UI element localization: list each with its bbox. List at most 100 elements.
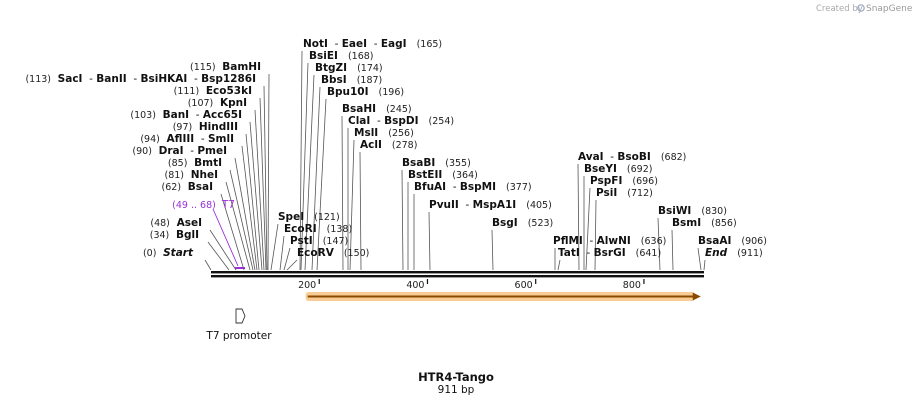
name-sep: -	[187, 73, 201, 85]
pos-gap	[347, 74, 357, 86]
enzyme-bspdi: BspDI	[384, 115, 418, 127]
lead-nhei	[225, 181, 251, 271]
t7-name: T7	[221, 199, 235, 211]
site-label-acli: AclI (278)	[360, 139, 417, 151]
name-sep: -	[370, 115, 384, 127]
enzyme-pspfi: PspFI	[590, 175, 622, 187]
enzyme-psii: PsiI	[596, 187, 617, 199]
lead-bamhi	[267, 73, 270, 271]
site-label-bbsi: BbsI (187)	[321, 74, 382, 86]
lead-btgzi	[304, 74, 315, 271]
enzyme-drai: DraI	[159, 145, 184, 157]
site-label-bgli: (34) BglI	[150, 229, 199, 241]
site-label-start: (0) Start	[143, 247, 194, 259]
site-label-ecori: EcoRI (138)	[284, 223, 352, 235]
enzyme-end: End	[705, 247, 728, 259]
site-pos-avai: (682)	[661, 152, 687, 163]
site-pos-bmti: (85)	[168, 158, 188, 169]
pos-gap	[213, 97, 220, 109]
pos-gap	[369, 86, 379, 98]
enzyme-bpu10i: Bpu10I	[327, 86, 369, 98]
enzyme-eco53ki: Eco53kI	[206, 85, 252, 97]
name-sep: -	[184, 145, 198, 157]
lead-asei	[209, 229, 237, 271]
lead-bsgi	[491, 229, 494, 271]
pos-gap	[631, 235, 641, 247]
pos-gap	[187, 157, 194, 169]
site-pos-tati: (641)	[636, 248, 662, 259]
pos-gap	[731, 235, 741, 247]
enzyme-pmei: PmeI	[197, 145, 227, 157]
pos-gap	[216, 61, 223, 73]
enzyme-avai: AvaI	[578, 151, 604, 163]
pos-gap	[313, 235, 323, 247]
enzyme-bsiwi: BsiWI	[658, 205, 691, 217]
pos-gap	[378, 127, 388, 139]
pos-gap	[170, 217, 177, 229]
lead-tati	[557, 259, 561, 271]
site-label-bfuai: BfuAI - BspMI (377)	[414, 181, 532, 193]
pos-gap	[192, 121, 199, 133]
site-pos-afliii: (94)	[140, 134, 160, 145]
dna-backbone	[211, 271, 704, 278]
site-label-bpu10i: Bpu10I (196)	[327, 86, 404, 98]
site-label-pspfi: PspFI (696)	[590, 175, 658, 187]
site-label-bsiwi: BsiWI (830)	[658, 205, 727, 217]
site-pos-drai: (90)	[132, 146, 152, 157]
enzyme-btgzi: BtgZI	[315, 62, 347, 74]
tick-label-800: 800	[623, 280, 641, 291]
promoter-label: T7 promoter	[205, 330, 272, 342]
enzyme-afliii: AflIII	[167, 133, 195, 145]
site-pos-spei: (121)	[314, 212, 340, 223]
site-pos-bsahi: (245)	[386, 104, 412, 115]
watermark-brand: SnapGene	[866, 4, 913, 14]
pos-gap	[156, 109, 163, 121]
enzyme-eagi: EagI	[381, 38, 407, 50]
enzyme-pflmi: PflMI	[553, 235, 583, 247]
site-pos-psii: (712)	[627, 188, 653, 199]
lead-psti	[283, 247, 291, 271]
lead-bsabi	[401, 169, 404, 271]
site-pos-clai: (254)	[429, 116, 455, 127]
enzyme-bsteii: BstEII	[408, 169, 442, 181]
site-label-bsiei: BsiEI (168)	[309, 50, 374, 62]
map-length: 911 bp	[438, 384, 475, 396]
site-pos-bsgi: (523)	[528, 218, 554, 229]
site-label-hindiii: (97) HindIII	[173, 121, 238, 133]
enzyme-bsrgi: BsrGI	[594, 247, 626, 259]
enzyme-bgli: BglI	[176, 229, 199, 241]
pos-gap	[691, 205, 701, 217]
map-footer: HTR4-Tango 911 bp	[418, 370, 494, 396]
lead-afliii	[241, 145, 258, 271]
enzyme-bsabi: BsaBI	[402, 157, 435, 169]
name-sep: -	[328, 38, 342, 50]
enzyme-tati: TatI	[558, 247, 580, 259]
lead-psii	[594, 199, 597, 271]
site-label-bsaai: BsaAI (906)	[698, 235, 767, 247]
enzyme-pvuii: PvuII	[429, 199, 459, 211]
site-label-afliii: (94) AflIII - SmlI	[140, 133, 234, 145]
enzyme-ecorv: EcoRV	[297, 247, 335, 259]
pos-gap	[376, 103, 386, 115]
enzyme-banii: BanII	[96, 73, 126, 85]
site-pos-pflmi: (636)	[641, 236, 667, 247]
t7-feature-label: (49 .. 68) T7	[172, 199, 235, 211]
lead-bsmi	[671, 229, 674, 271]
site-pos-saci: (113)	[25, 74, 51, 85]
lead-spei	[270, 223, 279, 271]
site-label-btgzi: BtgZI (174)	[315, 62, 383, 74]
enzyme-bsobi: BsoBI	[617, 151, 650, 163]
pos-gap	[181, 181, 188, 193]
snapgene-logo-icon	[857, 4, 865, 12]
site-pos-bsaai: (906)	[741, 236, 767, 247]
enzyme-alwni: AlwNI	[597, 235, 631, 247]
pos-gap	[496, 181, 506, 193]
tick-label-200: 200	[298, 280, 316, 291]
site-label-spei: SpeI (121)	[278, 211, 340, 223]
site-pos-pvuii: (405)	[526, 200, 552, 211]
pos-gap	[516, 199, 526, 211]
site-label-pvuii: PvuII - MspA1I (405)	[429, 199, 552, 211]
site-pos-nhei: (81)	[165, 170, 185, 181]
enzyme-bbsi: BbsI	[321, 74, 347, 86]
site-pos-ecorv: (150)	[344, 248, 370, 259]
